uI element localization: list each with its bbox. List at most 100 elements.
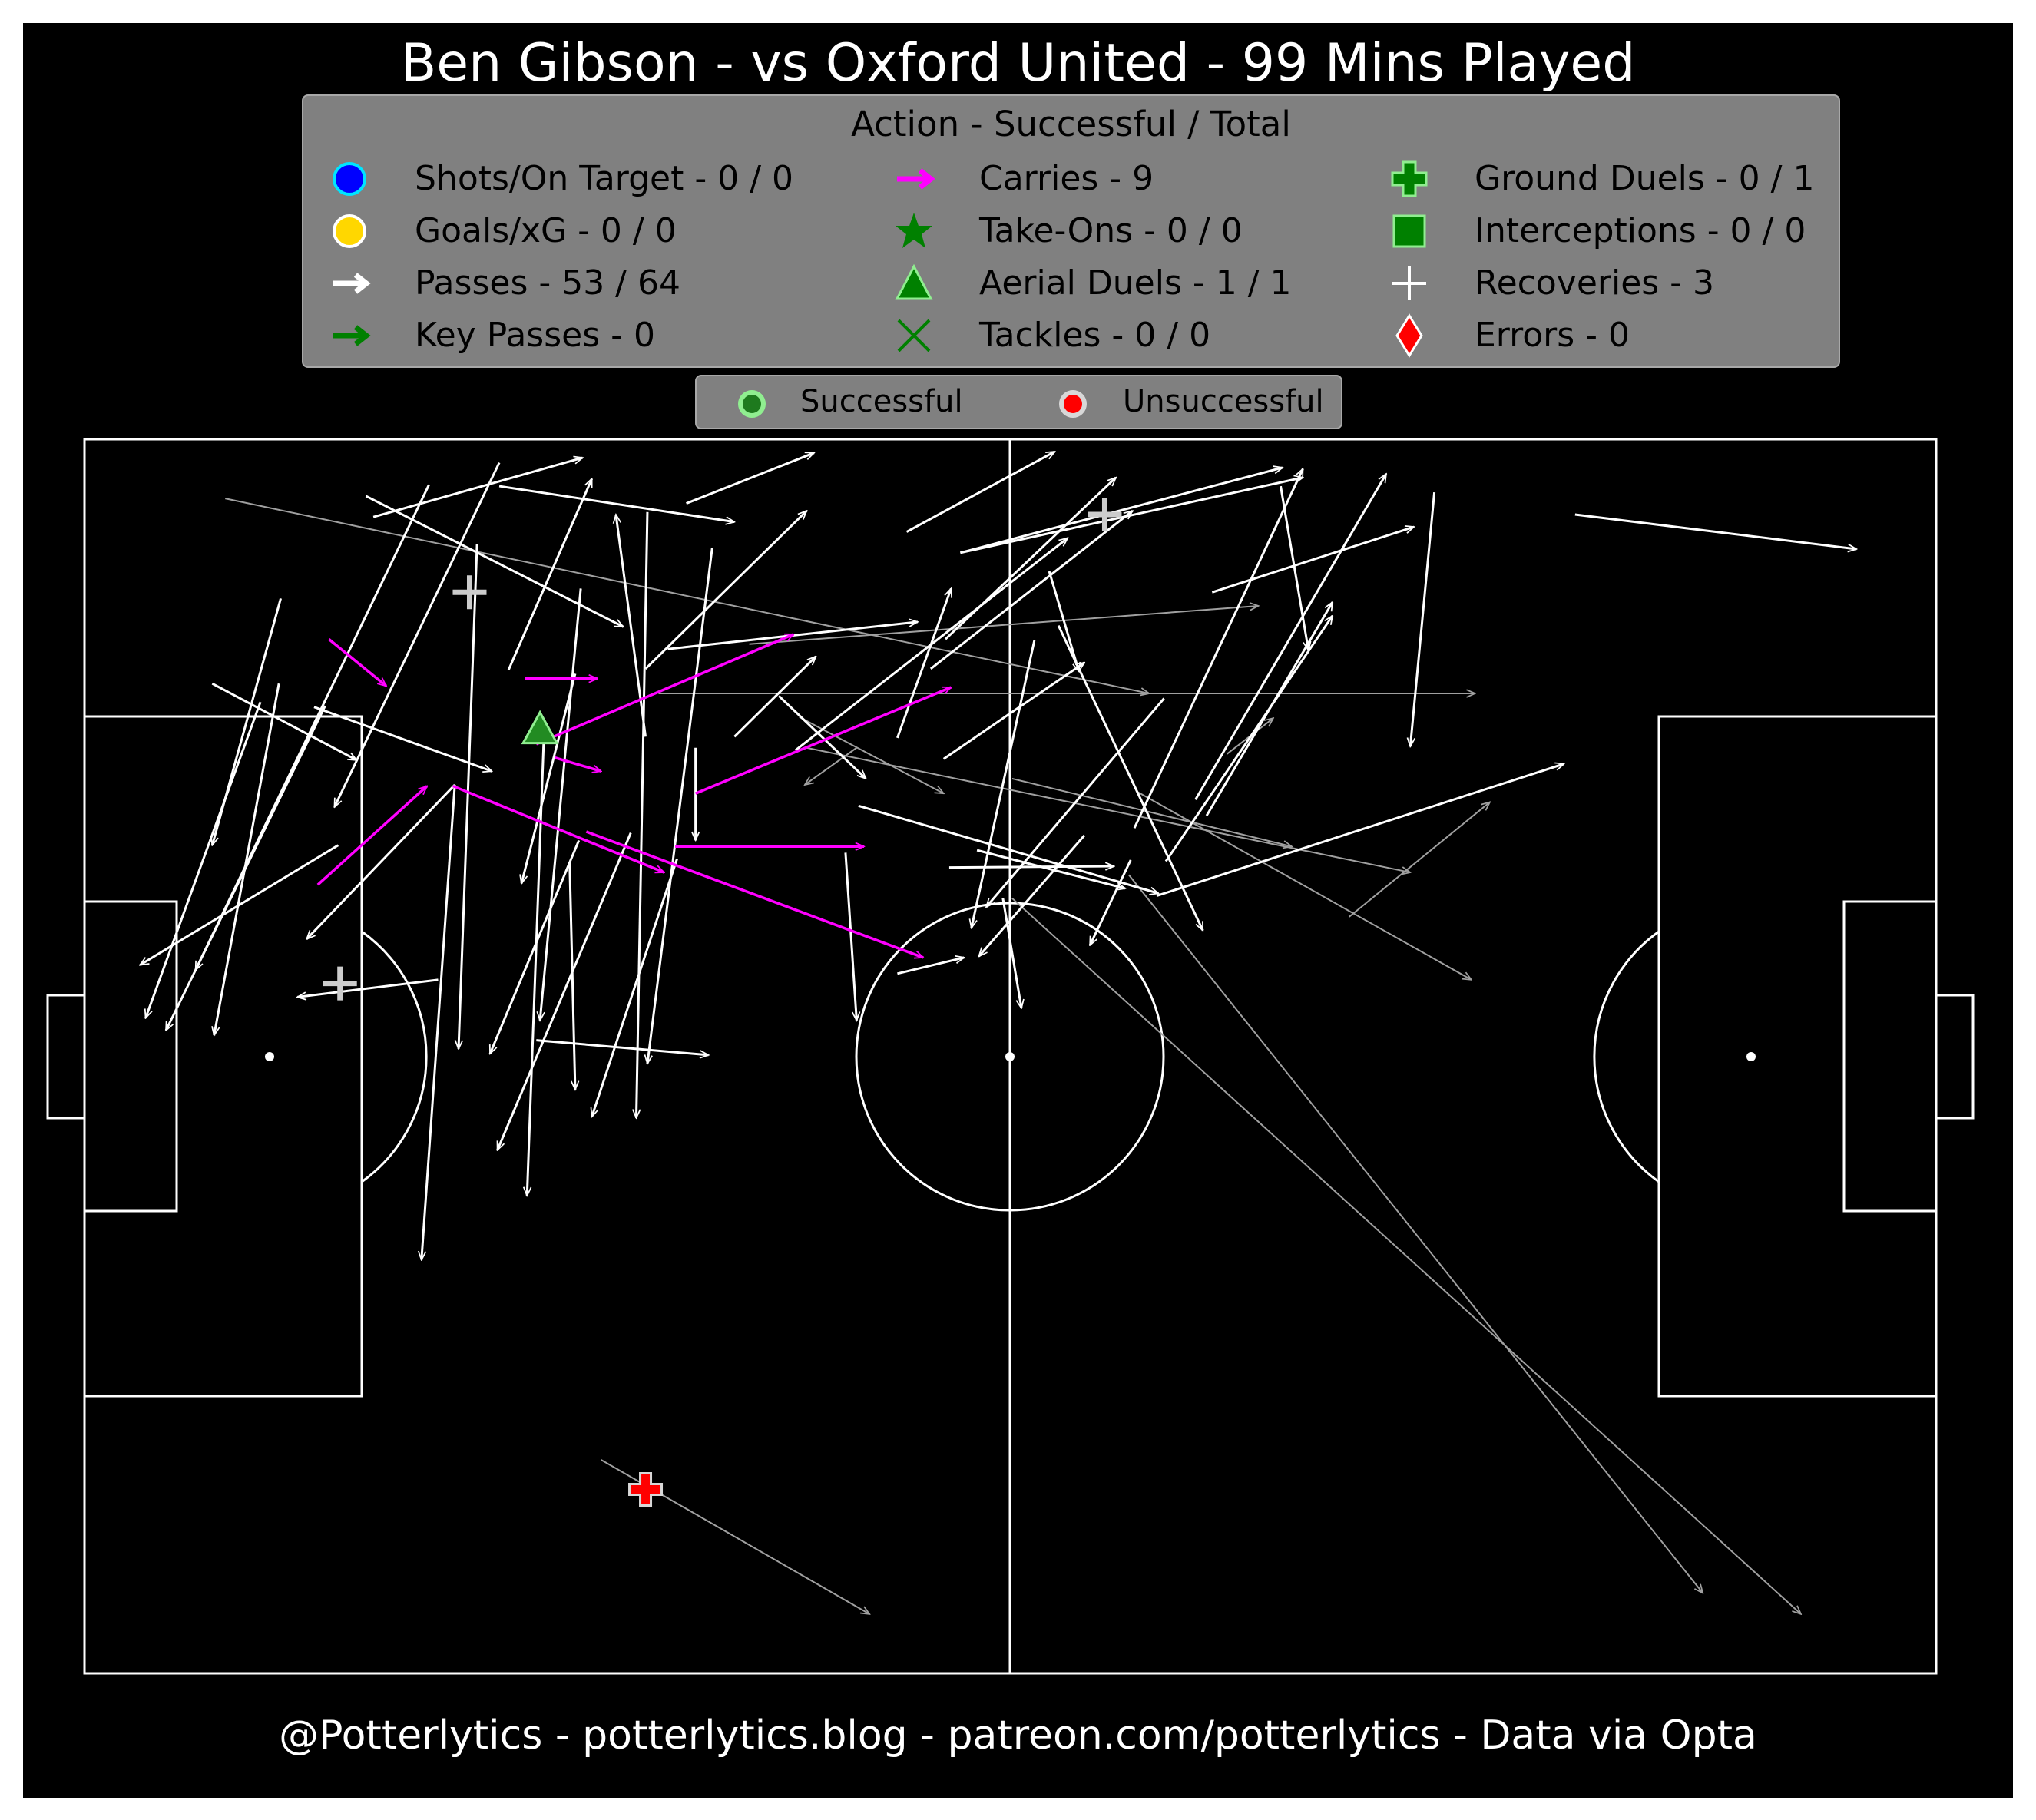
green-square-icon bbox=[1392, 214, 1426, 248]
successful-label: Successful bbox=[800, 384, 963, 419]
white-arrow-icon bbox=[333, 273, 371, 294]
successful-pass-arrow bbox=[297, 978, 439, 997]
successful-pass-arrow bbox=[972, 640, 1036, 928]
carry-arrow bbox=[328, 637, 386, 686]
successful-pass-arrow bbox=[942, 661, 1084, 760]
blue-circle-icon bbox=[333, 162, 366, 196]
successful-pass-arrow bbox=[1088, 859, 1132, 945]
green-plus-icon bbox=[1391, 160, 1428, 197]
successful-pass-arrow bbox=[960, 468, 1283, 554]
center-spot bbox=[1005, 1052, 1015, 1061]
unsuccessful-pass-arrow bbox=[1011, 898, 1801, 1614]
carry-arrow bbox=[452, 784, 664, 874]
left-penalty-area bbox=[83, 715, 363, 1398]
successful-pass-arrow bbox=[1133, 469, 1304, 829]
recovery-marker bbox=[323, 966, 357, 1001]
successful-pass-arrow bbox=[1410, 491, 1436, 746]
successful-pass-arrow bbox=[306, 783, 456, 939]
successful-pass-arrow bbox=[1574, 513, 1856, 549]
successful-pass-arrow bbox=[212, 597, 283, 845]
green-arrow-icon bbox=[333, 325, 371, 346]
legend-label: Key Passes - 0 bbox=[415, 316, 655, 355]
successful-pass-arrow bbox=[488, 839, 581, 1054]
carry-arrow bbox=[316, 786, 427, 886]
successful-pass-arrow bbox=[636, 511, 649, 1118]
unsuccessful-pass-arrow bbox=[749, 606, 1259, 645]
successful-pass-arrow bbox=[496, 832, 632, 1150]
successful-pass-arrow bbox=[945, 478, 1116, 640]
carry-arrow bbox=[554, 756, 601, 772]
left-penalty-spot bbox=[265, 1052, 274, 1061]
successful-pass-arrow bbox=[929, 511, 1133, 670]
green-x-icon bbox=[897, 319, 931, 352]
left-goal bbox=[46, 994, 86, 1120]
successful-pass-arrow bbox=[858, 804, 1159, 893]
green-triangle-icon bbox=[895, 263, 933, 300]
successful-pass-arrow bbox=[844, 852, 856, 1021]
successful-pass-arrow bbox=[1057, 625, 1204, 931]
footer-credits: @Potterlytics - potterlytics.blog - patr… bbox=[279, 1712, 1757, 1759]
legend-label: Passes - 53 / 64 bbox=[415, 263, 680, 303]
left-penalty-arc bbox=[361, 930, 428, 1183]
gold-circle-icon bbox=[333, 214, 366, 248]
unsuccessful-pass-arrow bbox=[806, 746, 1410, 872]
unsuccessful-marker-icon bbox=[1059, 390, 1087, 418]
successful-pass-arrow bbox=[1280, 485, 1309, 650]
recovery-marker bbox=[452, 575, 487, 610]
legend-title: Action - Successful / Total bbox=[851, 104, 1291, 144]
successful-pass-arrow bbox=[897, 958, 964, 975]
successful-pass-arrow bbox=[778, 695, 866, 779]
magenta-arrow-icon bbox=[897, 168, 935, 190]
carry-arrow bbox=[535, 633, 793, 746]
legend-label: Tackles - 0 / 0 bbox=[979, 316, 1211, 355]
successful-pass-arrow bbox=[644, 511, 807, 670]
successful-pass-arrow bbox=[507, 478, 593, 671]
successful-pass-arrow bbox=[1194, 474, 1388, 801]
successful-pass-arrow bbox=[733, 657, 816, 738]
successful-pass-arrow bbox=[536, 1039, 708, 1055]
chart-title: Ben Gibson - vs Oxford United - 99 Mins … bbox=[400, 33, 1636, 94]
right-penalty-area bbox=[1657, 715, 1938, 1398]
white-plus-icon bbox=[1392, 266, 1426, 300]
successful-pass-arrow bbox=[1205, 602, 1334, 816]
action-legend: Action - Successful / Total Shots/On Tar… bbox=[302, 94, 1840, 368]
unsuccessful-pass-arrow bbox=[805, 746, 857, 785]
unsuccessful-pass-arrow bbox=[1128, 874, 1703, 1593]
successful-pass-arrow bbox=[333, 462, 501, 807]
red-diamond-icon bbox=[1395, 313, 1423, 358]
successful-pass-arrow bbox=[1156, 764, 1564, 898]
unsuccessful-pass-arrow bbox=[1011, 777, 1292, 846]
successful-pass-arrow bbox=[686, 452, 814, 505]
successful-pass-arrow bbox=[1164, 616, 1334, 862]
successful-pass-arrow bbox=[960, 478, 1303, 554]
left-six-yard-box bbox=[83, 900, 178, 1213]
pitch-lines bbox=[46, 438, 1975, 1675]
successful-pass-arrow bbox=[214, 683, 280, 1035]
successful-pass-arrow bbox=[313, 706, 492, 772]
center-circle bbox=[855, 902, 1165, 1212]
unsuccessful-label: Unsuccessful bbox=[1123, 384, 1324, 419]
legend-label: Ground Duels - 0 / 1 bbox=[1475, 159, 1815, 198]
successful-marker-icon bbox=[738, 390, 766, 418]
successful-pass-arrow bbox=[976, 849, 1125, 888]
legend-label: Shots/On Target - 0 / 0 bbox=[415, 159, 794, 198]
successful-pass-arrow bbox=[540, 588, 582, 1020]
recovery-marker bbox=[1088, 498, 1122, 532]
carry-arrow bbox=[585, 830, 923, 959]
successful-pass-arrow bbox=[498, 485, 734, 522]
legend-label: Recoveries - 3 bbox=[1475, 263, 1715, 303]
successful-pass-arrow bbox=[948, 866, 1114, 868]
successful-pass-arrow bbox=[140, 844, 339, 966]
successful-pass-arrow bbox=[592, 858, 678, 1117]
successful-pass-arrow bbox=[422, 784, 456, 1260]
right-goal bbox=[1935, 994, 1975, 1120]
successful-pass-arrow bbox=[794, 538, 1068, 752]
successful-pass-arrow bbox=[979, 834, 1086, 956]
event-layer bbox=[140, 450, 1856, 1614]
legend-label: Interceptions - 0 / 0 bbox=[1475, 211, 1806, 250]
successful-pass-arrow bbox=[1048, 571, 1079, 671]
unsuccessful-pass-arrow bbox=[799, 716, 944, 794]
successful-pass-arrow bbox=[905, 450, 1054, 533]
successful-pass-arrow bbox=[647, 548, 713, 1064]
